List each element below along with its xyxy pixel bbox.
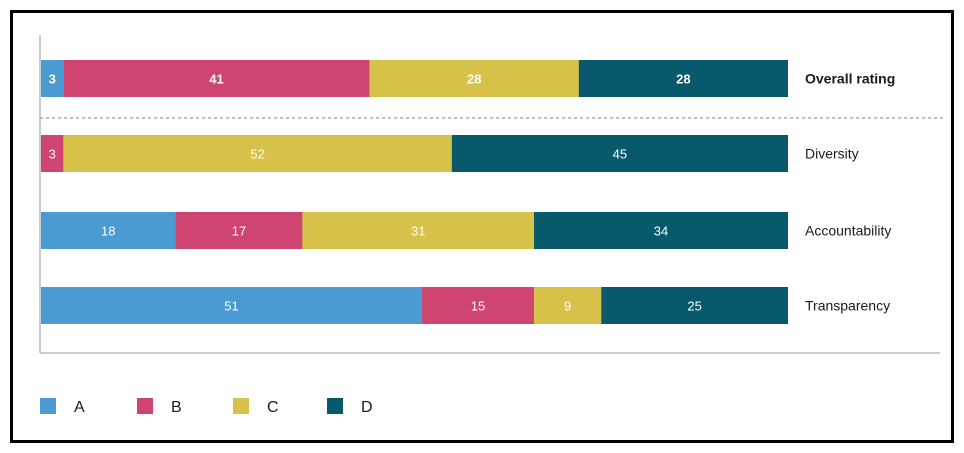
legend-swatch-b (137, 398, 153, 414)
legend-swatch-a (40, 398, 56, 414)
bar-accountability-a (41, 212, 176, 249)
data-label-transparency-c: 9 (564, 299, 571, 314)
data-label-diversity-b: 3 (49, 147, 56, 162)
data-label-diversity-d: 45 (613, 147, 627, 162)
data-label-overall-rating-a: 3 (49, 72, 56, 87)
bar-overall-rating-c (369, 60, 579, 97)
data-label-transparency-d: 25 (687, 299, 701, 314)
category-label-overall-rating: Overall rating (805, 71, 895, 87)
legend-label-c: C (267, 399, 279, 416)
bars-group: 3 41 28 28 Overall rating 3 52 45 Diversity 18 17 3… (41, 60, 895, 324)
bar-diversity-b (41, 135, 64, 172)
bar-transparency-a (41, 287, 422, 324)
data-label-overall-rating-b: 41 (209, 72, 223, 87)
data-label-accountability-d: 34 (654, 224, 668, 239)
legend-swatch-d (327, 398, 343, 414)
bar-overall-rating-a (41, 60, 64, 97)
category-label-diversity: Diversity (805, 146, 859, 162)
bar-diversity-c (63, 135, 452, 172)
bar-diversity-d (451, 135, 788, 172)
legend-label-a: A (74, 399, 85, 416)
bar-accountability-b (175, 212, 303, 249)
data-label-diversity-c: 52 (250, 147, 264, 162)
bar-transparency-c (534, 287, 602, 324)
data-label-transparency-a: 51 (224, 299, 238, 314)
legend-label-d: D (361, 399, 373, 416)
bar-transparency-d (601, 287, 788, 324)
bar-transparency-b (421, 287, 535, 324)
category-label-accountability: Accountability (805, 223, 891, 239)
legend-swatch-c (233, 398, 249, 414)
data-label-overall-rating-d: 28 (676, 72, 690, 87)
data-label-transparency-b: 15 (471, 299, 485, 314)
bar-overall-rating-b (63, 60, 370, 97)
bar-accountability-d (534, 212, 788, 249)
legend: A B C D (40, 398, 373, 416)
data-label-overall-rating-c: 28 (467, 72, 481, 87)
category-label-transparency: Transparency (805, 298, 890, 314)
bar-accountability-c (302, 212, 535, 249)
data-label-accountability-a: 18 (101, 224, 115, 239)
data-label-accountability-c: 31 (411, 224, 425, 239)
legend-label-b: B (171, 399, 182, 416)
bar-overall-rating-d (578, 60, 788, 97)
data-label-accountability-b: 17 (232, 224, 246, 239)
